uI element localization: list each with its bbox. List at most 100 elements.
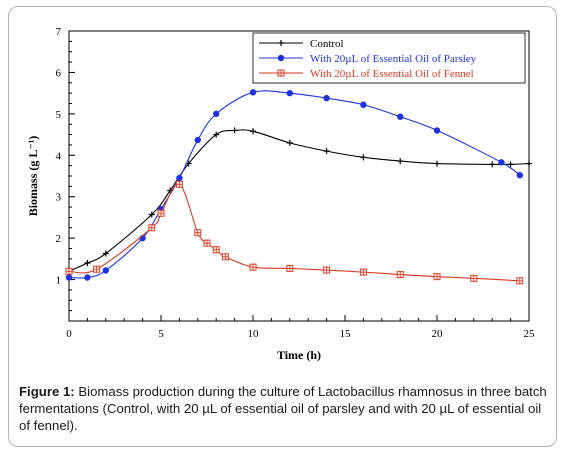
marker-cross	[148, 224, 155, 231]
data-point	[148, 211, 155, 218]
caption-text: Biomass production during the culture of…	[19, 384, 547, 433]
x-tick-label: 0	[66, 328, 72, 340]
data-point	[286, 139, 293, 146]
series-line	[68, 129, 530, 272]
data-point	[516, 171, 523, 179]
data-point	[526, 160, 532, 167]
marker-cross	[158, 210, 164, 217]
figure-caption: Figure 1: Biomass production during the …	[19, 383, 552, 434]
legend-item-1: Control	[259, 38, 344, 50]
data-point	[102, 267, 109, 274]
data-point	[84, 260, 91, 266]
legend-marker	[278, 40, 284, 46]
x-tick-label: 15	[340, 328, 352, 340]
data-point	[176, 174, 183, 182]
series-line	[68, 183, 520, 282]
biomass-chart: 0 5 10 15 20 25 1 2 3 4 5 6 7 Time (h) Biomass (g L…	[26, 26, 535, 362]
marker-cross	[286, 265, 293, 272]
marker-cross	[360, 269, 367, 276]
data-point	[323, 266, 331, 274]
marker-cross	[222, 253, 229, 260]
data-point	[323, 94, 330, 102]
legend-marker	[277, 54, 285, 62]
data-point	[249, 263, 257, 271]
x-tick-label: 25	[524, 328, 536, 340]
data-point	[175, 180, 183, 188]
y-tick-label: 4	[56, 150, 62, 162]
data-point	[360, 101, 367, 108]
marker-cross	[397, 271, 404, 278]
marker-cross	[176, 181, 183, 188]
data-point	[498, 159, 505, 166]
marker-cross	[434, 273, 440, 280]
series-line	[68, 90, 521, 279]
data-point	[323, 148, 330, 155]
data-point	[148, 224, 156, 232]
x-tick-label: 10	[248, 328, 260, 340]
data-point	[213, 131, 220, 138]
data-point	[212, 246, 220, 254]
marker-cross	[194, 229, 201, 236]
data-point	[249, 89, 257, 96]
data-point	[470, 274, 478, 282]
data-point	[397, 113, 404, 120]
data-point	[360, 154, 367, 161]
series-2	[65, 89, 523, 281]
data-point	[250, 128, 256, 135]
marker-cross	[323, 267, 330, 274]
y-axis-ticks: 1 2 3 4 5 6 7	[56, 26, 75, 322]
data-point	[231, 127, 238, 134]
data-point	[286, 89, 293, 97]
data-point	[507, 161, 514, 168]
figure-panel: 0 5 10 15 20 25 1 2 3 4 5 6 7 Time (h) Biomass (g L…	[8, 6, 557, 447]
y-axis-label: Biomass (g L⁻¹)	[26, 136, 40, 217]
legend-label: Control	[310, 38, 344, 50]
marker-cross	[213, 246, 220, 253]
y-tick-label: 6	[56, 67, 62, 79]
data-point	[433, 127, 441, 134]
marker-cross	[278, 70, 284, 76]
y-tick-label: 2	[56, 233, 62, 245]
x-tick-label: 20	[432, 328, 444, 340]
data-point	[157, 209, 165, 217]
series-layer	[65, 89, 532, 285]
data-point	[434, 160, 440, 167]
y-tick-label: 5	[56, 109, 62, 121]
legend-label: With 20µL of Essential Oil of Fennel	[310, 68, 474, 80]
y-tick-label: 1	[56, 275, 62, 287]
marker-cross	[204, 240, 210, 247]
series-3	[65, 180, 524, 285]
data-point	[203, 239, 211, 247]
legend: Control With 20µL of Essential Oil of Par…	[252, 32, 526, 84]
data-point	[212, 110, 220, 118]
legend-item-2: With 20µL of Essential Oil of Parsley	[259, 53, 477, 65]
x-axis-ticks: 0 5 10 15 20 25	[66, 315, 535, 340]
data-point	[516, 277, 524, 285]
caption-label: Figure 1:	[19, 384, 75, 399]
data-point	[194, 229, 202, 237]
data-point	[84, 274, 91, 281]
data-point	[286, 264, 294, 272]
data-point	[397, 158, 404, 165]
data-point	[359, 268, 367, 276]
data-point	[433, 273, 441, 281]
data-point	[396, 271, 404, 279]
y-tick-label: 7	[56, 26, 62, 38]
x-axis-label: Time (h)	[277, 348, 321, 362]
legend-label: With 20µL of Essential Oil of Parsley	[310, 53, 477, 65]
marker-cross	[66, 268, 72, 275]
marker-cross	[250, 264, 256, 271]
data-point	[194, 136, 201, 144]
y-tick-label: 3	[56, 192, 62, 204]
data-point	[221, 253, 229, 261]
data-point	[65, 274, 73, 281]
data-point	[489, 161, 496, 168]
marker-cross	[470, 275, 477, 282]
marker-cross	[93, 266, 100, 273]
legend-marker	[277, 69, 285, 77]
marker-cross	[516, 277, 523, 284]
data-point	[102, 250, 109, 257]
data-point	[65, 267, 73, 275]
x-tick-label: 5	[158, 328, 164, 340]
legend-item-3: With 20µL of Essential Oil of Fennel	[259, 68, 474, 80]
